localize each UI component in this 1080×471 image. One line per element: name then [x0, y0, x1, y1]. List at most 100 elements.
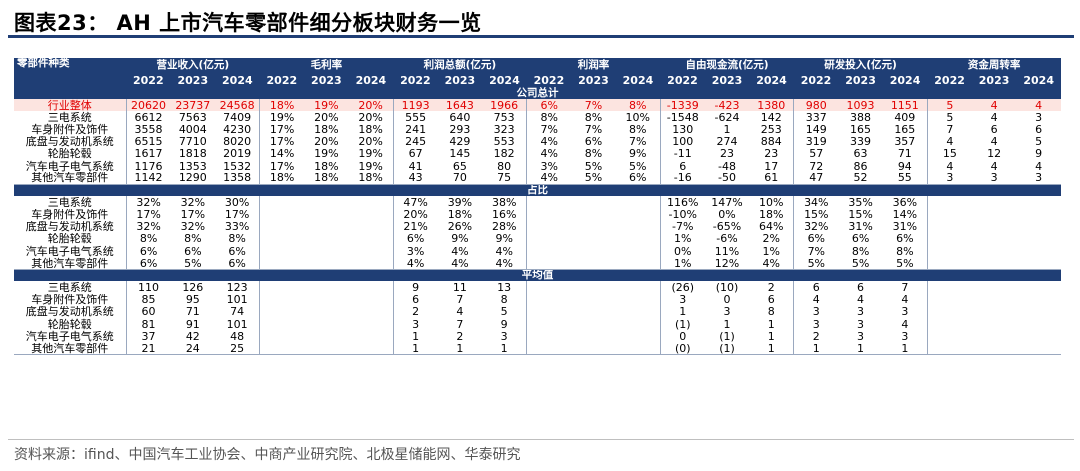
table-cell	[926, 305, 972, 318]
table-cell: 8	[500, 293, 508, 306]
table-cell	[1016, 209, 1061, 221]
table-cell	[972, 233, 1017, 245]
table-cell: 6	[857, 281, 865, 294]
table-cell: 52	[838, 172, 883, 185]
table-cell: (10)	[715, 281, 739, 294]
table-cell: 75	[482, 172, 527, 185]
table-cell	[526, 196, 572, 209]
section-header-average: 平均值	[14, 269, 1061, 282]
header-year: 2023	[437, 73, 483, 87]
table-cell	[616, 233, 661, 245]
table-cell	[304, 306, 349, 318]
table-cell: 4%	[526, 135, 572, 148]
table-cell: 17%	[259, 159, 305, 173]
table-cell: 8	[767, 305, 775, 318]
table-cell: 884	[760, 135, 782, 148]
table-cell: 100	[659, 135, 705, 148]
table-cell: (1)	[704, 342, 750, 356]
table-cell	[259, 281, 305, 294]
row-label: 底盘与发动机系统	[25, 220, 114, 233]
table-cell: 553	[493, 135, 515, 148]
table-row: 三电系统 6612 7563 7409 19% 20% 20% 555 640 753 8% 8% 10…	[14, 111, 1061, 124]
header-year: 2022	[927, 73, 972, 87]
table-cell: 85	[125, 293, 171, 306]
table-cell: 6%	[215, 257, 260, 270]
table-cell: 3	[857, 305, 865, 318]
table-cell: 72	[793, 159, 839, 173]
table-cell: (1)	[659, 318, 705, 331]
table-cell: 37	[125, 330, 171, 343]
table-cell	[349, 233, 394, 245]
table-cell: 4%	[451, 245, 469, 258]
table-cell	[571, 257, 616, 270]
table-cell: 3	[857, 330, 865, 343]
table-cell	[526, 318, 572, 331]
table-cell: 640	[449, 111, 471, 124]
table-cell: 4	[857, 293, 865, 306]
table-cell: 63	[853, 147, 868, 160]
table-cell	[972, 245, 1017, 257]
table-cell	[615, 342, 661, 356]
table-cell	[349, 221, 394, 233]
table-cell: 555	[392, 111, 438, 124]
table-cell	[1016, 233, 1061, 245]
table-cell	[526, 257, 572, 270]
table-cell: 6%	[615, 172, 661, 185]
table-cell: 15%	[848, 208, 873, 221]
table-cell: 39%	[447, 196, 473, 209]
table-cell: 1	[482, 342, 527, 356]
table-cell	[259, 208, 305, 221]
table-cell: 3	[793, 318, 839, 331]
table-cell: 2019	[223, 147, 252, 160]
table-row: 底盘与发动机系统 6515 7710 8020 17% 20% 20% 245 429 553 4%…	[14, 135, 1061, 148]
header-year: 2023	[304, 73, 349, 87]
table-cell: 55	[882, 172, 928, 185]
table-cell: 7	[456, 293, 464, 306]
table-cell: 47%	[392, 196, 438, 209]
table-cell: 18%	[259, 99, 305, 112]
table-cell: 323	[493, 123, 515, 136]
table-cell: 8%	[629, 123, 647, 136]
table-cell	[349, 281, 394, 293]
row-label: 行业整体	[14, 99, 127, 112]
table-cell: 25	[215, 342, 260, 356]
table-cell: 20620	[125, 99, 171, 112]
table-cell: 16%	[491, 208, 517, 221]
row-label: 三电系统	[47, 281, 92, 294]
table-cell: 23	[764, 147, 779, 160]
table-cell: 20%	[392, 208, 438, 221]
table-cell	[1016, 306, 1061, 318]
table-cell: 61	[749, 172, 794, 185]
section-title: 占比	[14, 184, 1061, 197]
table-cell: 64%	[759, 220, 784, 233]
table-cell	[972, 306, 1017, 318]
table-cell: 17%	[224, 208, 250, 221]
table-cell: 4%	[392, 257, 438, 270]
table-cell: 5%	[170, 257, 216, 270]
table-cell	[616, 318, 661, 330]
header-group: 利润率	[526, 58, 661, 73]
table-cell: 18%	[314, 123, 339, 136]
header-year: 2024	[215, 73, 260, 87]
table-cell	[1016, 318, 1061, 330]
table-cell: 337	[793, 111, 839, 124]
table-cell: -423	[704, 99, 750, 112]
table-cell: 9	[1035, 147, 1043, 160]
table-cell	[571, 318, 616, 330]
header-year: 2024	[1016, 73, 1061, 87]
table-cell: 130	[659, 123, 705, 136]
table-cell: 4%	[526, 147, 572, 160]
table-cell: 4	[990, 111, 998, 124]
table-cell: 6612	[125, 111, 171, 124]
table-cell: 429	[449, 135, 471, 148]
table-cell: 8%	[584, 147, 603, 160]
table-cell: 3	[971, 172, 1017, 185]
table-cell	[304, 318, 349, 330]
table-cell	[259, 293, 305, 306]
table-cell: 1966	[482, 99, 527, 112]
table-cell: 32%	[180, 220, 206, 233]
table-cell	[615, 257, 661, 270]
header-row-years: 2022 2023 2024 2022 2023 2024 2022 2023 2024 2022…	[14, 73, 1061, 87]
section-header-share: 占比	[14, 184, 1061, 197]
table-cell	[1016, 257, 1061, 270]
